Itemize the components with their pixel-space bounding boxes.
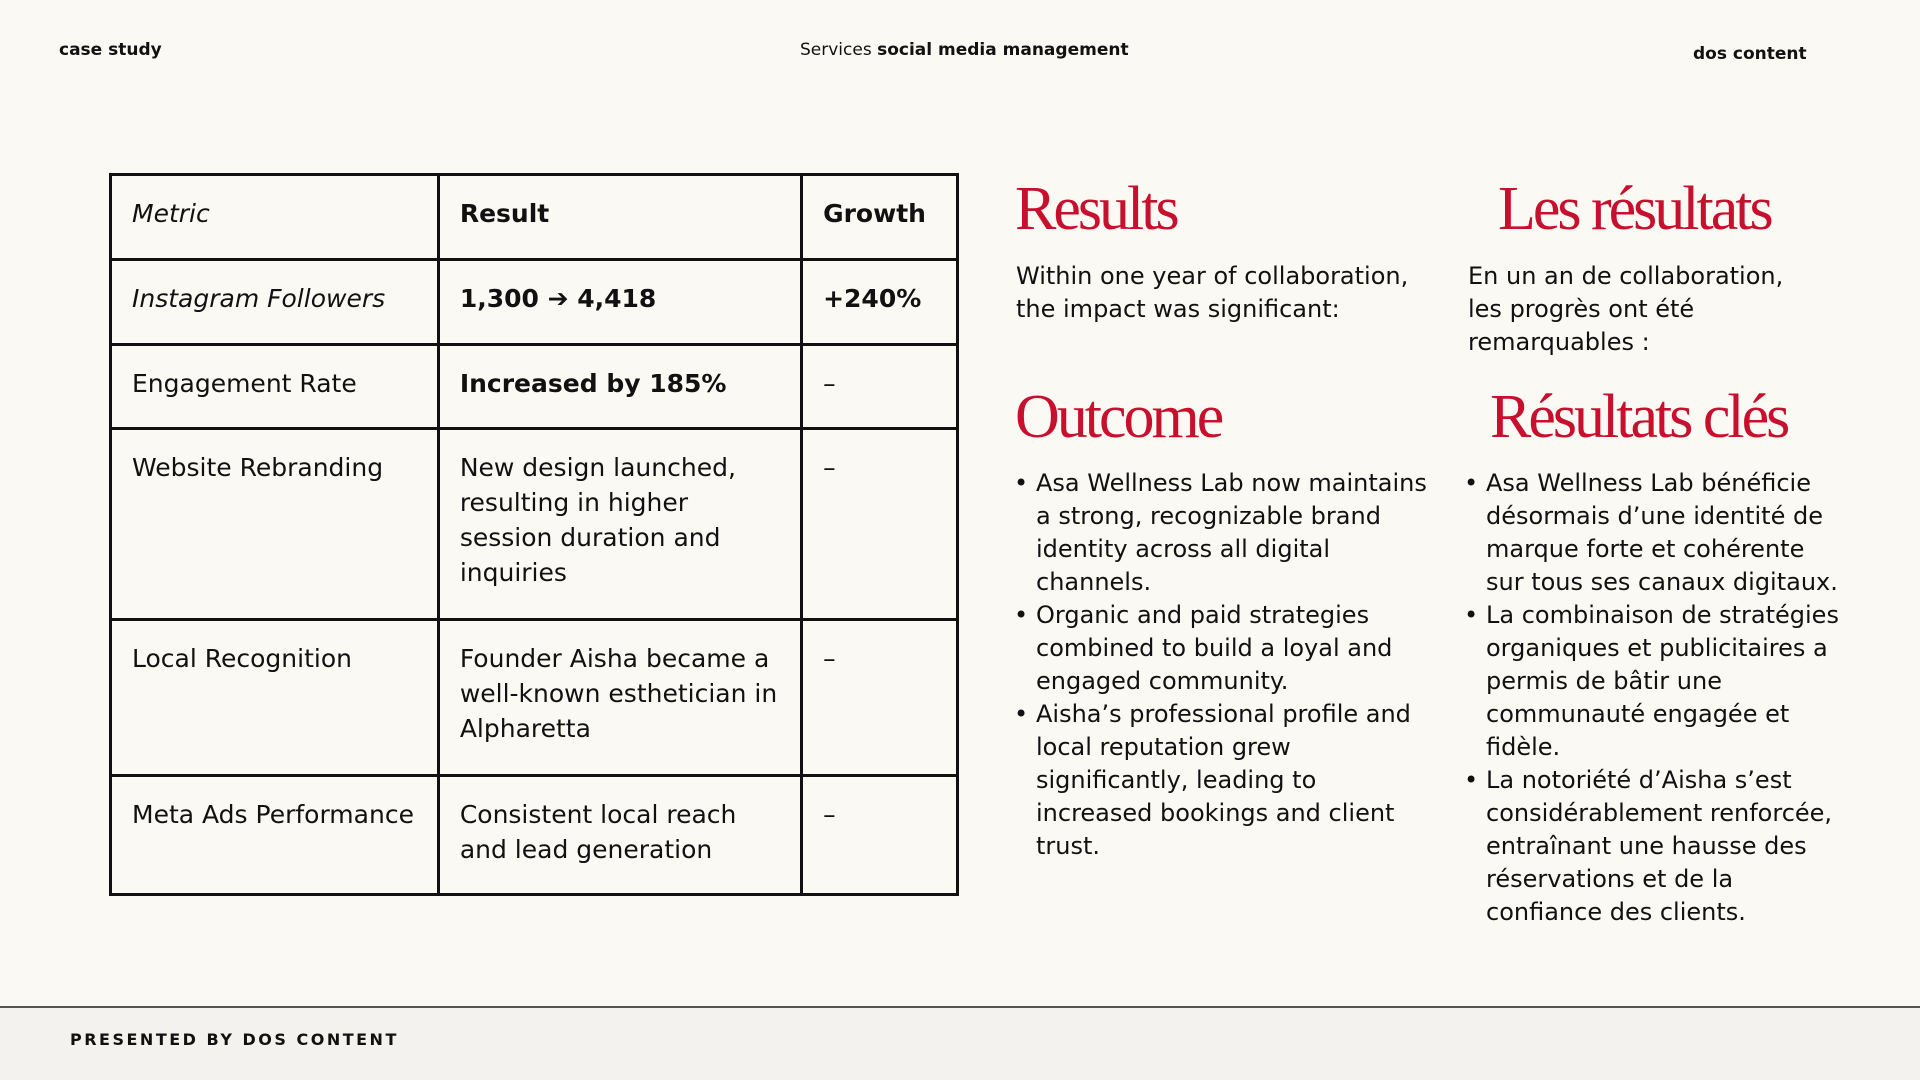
outcome-title-fr: Résultats clés xyxy=(1490,383,1790,451)
results-text-en: Within one year of collaboration, the im… xyxy=(1016,262,1409,323)
services-label: Services social media management xyxy=(800,40,1129,60)
footer-text: PRESENTED BY DOS CONTENT xyxy=(70,1030,399,1049)
results-text-fr: En un an de collaboration, les progrès o… xyxy=(1468,262,1784,356)
results-title-en: Results xyxy=(1015,175,1180,243)
brand-name: dos content xyxy=(1693,44,1807,64)
outcome-list-fr: Asa Wellness Lab bénéficie désormais d’u… xyxy=(1464,467,1844,929)
list-item: La notoriété d’Aisha s’est considérablem… xyxy=(1464,764,1844,929)
footer: PRESENTED BY DOS CONTENT xyxy=(0,1006,1920,1080)
table-row: Local Recognition Founder Aisha became a… xyxy=(109,618,959,777)
result-cell: 1,300 ➔ 4,418 xyxy=(436,258,804,346)
services-value: social media management xyxy=(877,40,1129,60)
services-prefix: Services xyxy=(800,40,872,60)
table-row: Website Rebranding New design launched, … xyxy=(109,427,959,621)
table-row: Meta Ads Performance Consistent local re… xyxy=(109,774,959,896)
results-title-fr: Les résultats xyxy=(1498,175,1774,243)
table-row: Engagement Rate Increased by 185% – xyxy=(109,343,959,430)
table-row: Instagram Followers 1,300 ➔ 4,418 +240% xyxy=(109,258,959,346)
table-header-row: Metric Result Growth xyxy=(109,173,959,261)
list-item: Organic and paid strategies combined to … xyxy=(1014,599,1434,698)
results-table: Metric Result Growth Instagram Followers… xyxy=(109,173,959,896)
result-cell: Consistent local reach and lead generati… xyxy=(436,774,804,896)
header-metric: Metric xyxy=(109,173,440,261)
list-item: Asa Wellness Lab bénéficie désormais d’u… xyxy=(1464,467,1844,599)
result-cell: Increased by 185% xyxy=(436,343,804,430)
list-item: La combinaison de stratégies organiques … xyxy=(1464,599,1844,764)
outcome-list-en: Asa Wellness Lab now maintains a strong,… xyxy=(1014,467,1434,863)
metric-cell: Website Rebranding xyxy=(109,427,440,621)
result-cell: Founder Aisha became a well-known esthet… xyxy=(436,618,804,777)
metric-cell: Local Recognition xyxy=(109,618,440,777)
case-study-label: case study xyxy=(59,40,162,60)
growth-cell: – xyxy=(800,618,959,777)
list-item: Aisha’s professional profile and local r… xyxy=(1014,698,1434,863)
metric-cell: Engagement Rate xyxy=(109,343,440,430)
growth-cell: +240% xyxy=(800,258,959,346)
metric-cell: Meta Ads Performance xyxy=(109,774,440,896)
header-result: Result xyxy=(436,173,804,261)
metric-cell: Instagram Followers xyxy=(109,258,440,346)
header-growth: Growth xyxy=(800,173,959,261)
list-item: Asa Wellness Lab now maintains a strong,… xyxy=(1014,467,1434,599)
growth-cell: – xyxy=(800,774,959,896)
growth-cell: – xyxy=(800,427,959,621)
growth-cell: – xyxy=(800,343,959,430)
result-cell: New design launched, resulting in higher… xyxy=(436,427,804,621)
outcome-title-en: Outcome xyxy=(1015,383,1224,451)
